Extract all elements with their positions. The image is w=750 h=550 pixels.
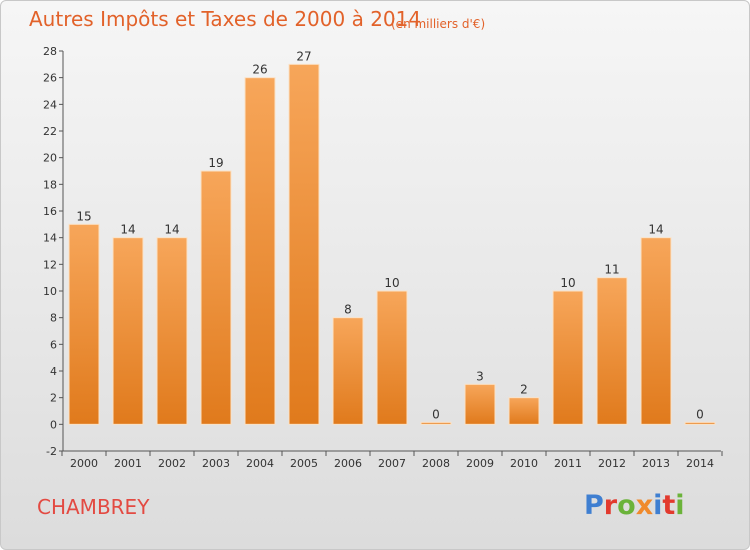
y-tick-label: 16: [43, 205, 57, 218]
data-label-2004: 26: [252, 63, 267, 77]
logo-letter: r: [603, 490, 618, 521]
y-tick-label: 18: [43, 178, 57, 191]
logo-letter: o: [617, 490, 636, 521]
y-tick-label: 6: [50, 338, 57, 351]
bar-2013: [640, 237, 672, 425]
proxiti-logo: Proxiti: [584, 490, 685, 521]
x-tick-label-2004: 2004: [246, 457, 274, 470]
x-tick-label-2010: 2010: [510, 457, 538, 470]
logo-letter: t: [662, 490, 676, 521]
x-tick-label-2005: 2005: [290, 457, 318, 470]
bar-2010: [508, 397, 540, 425]
bar-2004: [244, 77, 276, 425]
y-tick-label: 26: [43, 72, 57, 85]
bar-2002: [156, 237, 188, 425]
y-tick-label: 2: [50, 392, 57, 405]
bar-2012: [596, 277, 628, 425]
y-tick-label: 24: [43, 98, 57, 111]
x-tick-label-2012: 2012: [598, 457, 626, 470]
logo-letter: i: [675, 490, 685, 521]
y-tick-label: 22: [43, 125, 57, 138]
data-label-2002: 14: [164, 223, 179, 237]
bar-2000: [68, 223, 100, 425]
chart-subtitle: (en milliers d'€): [391, 17, 486, 31]
bar-2001: [112, 237, 144, 425]
y-tick-label: 8: [50, 312, 57, 325]
x-tick-label-2007: 2007: [378, 457, 406, 470]
x-tick-label-2014: 2014: [686, 457, 714, 470]
y-tick-label: 4: [50, 365, 57, 378]
y-tick-label: 14: [43, 232, 57, 245]
logo-letter: x: [635, 490, 654, 521]
y-tick-label: 28: [43, 45, 57, 58]
logo-letter: i: [653, 490, 663, 521]
data-label-2005: 27: [296, 49, 311, 63]
data-label-2001: 14: [120, 223, 135, 237]
data-label-2003: 19: [208, 156, 223, 170]
x-tick-label-2011: 2011: [554, 457, 582, 470]
logo-letter: P: [584, 490, 604, 521]
data-label-2013: 14: [648, 223, 663, 237]
data-label-2006: 8: [344, 303, 352, 317]
y-tick-label: 20: [43, 152, 57, 165]
bar-2003: [200, 170, 232, 425]
bar-2005: [288, 63, 320, 425]
x-tick-label-2006: 2006: [334, 457, 362, 470]
x-tick-label-2000: 2000: [70, 457, 98, 470]
data-label-2011: 10: [560, 276, 575, 290]
x-tick-label-2003: 2003: [202, 457, 230, 470]
bar-2007: [376, 290, 408, 425]
bar-2008: [420, 421, 452, 425]
bar-2009: [464, 383, 496, 425]
bar-2014: [684, 421, 716, 425]
chart-title: Autres Impôts et Taxes de 2000 à 2014: [29, 7, 422, 31]
x-tick-label-2002: 2002: [158, 457, 186, 470]
y-tick-label: 10: [43, 285, 57, 298]
y-tick-label: 0: [50, 418, 57, 431]
data-label-2007: 10: [384, 276, 399, 290]
data-label-2000: 15: [76, 209, 91, 223]
x-tick-label-2008: 2008: [422, 457, 450, 470]
y-tick-label: 12: [43, 258, 57, 271]
x-tick-label-2001: 2001: [114, 457, 142, 470]
commune-name: CHAMBREY: [37, 495, 150, 519]
data-label-2008: 0: [432, 407, 440, 421]
x-tick-label-2013: 2013: [642, 457, 670, 470]
data-label-2010: 2: [520, 383, 528, 397]
bar-2011: [552, 290, 584, 425]
data-label-2014: 0: [696, 407, 704, 421]
x-tick-label-2009: 2009: [466, 457, 494, 470]
data-label-2012: 11: [604, 263, 619, 277]
bar-2006: [332, 317, 364, 425]
data-label-2009: 3: [476, 369, 484, 383]
y-tick-label: -2: [46, 445, 57, 458]
